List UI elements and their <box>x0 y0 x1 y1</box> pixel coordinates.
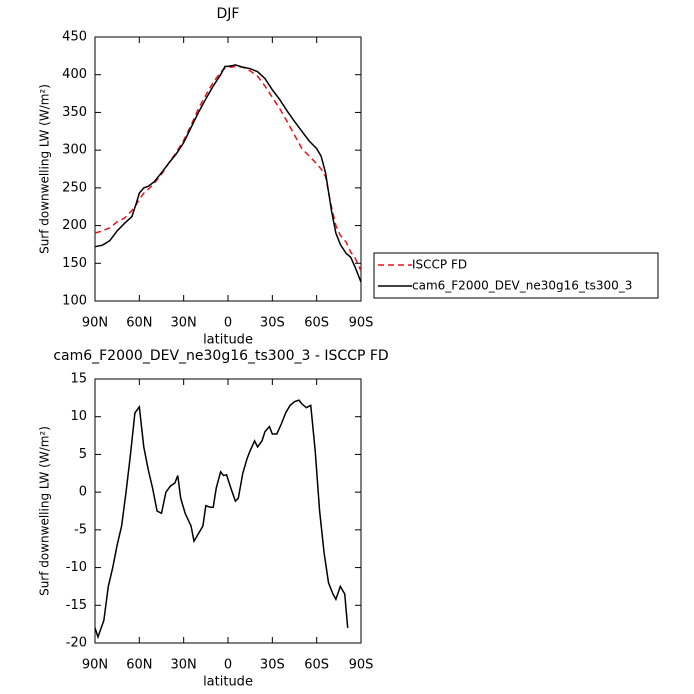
plot-frame <box>94 378 362 644</box>
y-tick-label: 350 <box>62 105 87 120</box>
x-tick-label: 30N <box>171 658 197 673</box>
y-tick-label: -10 <box>66 560 87 575</box>
x-tick-label: 60N <box>126 658 152 673</box>
y-tick-label: 300 <box>62 143 87 158</box>
y-tick-label: 450 <box>62 30 87 45</box>
x-tick-label: 30S <box>260 658 285 673</box>
y-tick-label: 200 <box>62 218 87 233</box>
chart-title: DJF <box>217 6 240 22</box>
x-tick-label: 60N <box>126 316 152 331</box>
y-tick-label: 15 <box>70 372 87 387</box>
y-tick-label: 250 <box>62 180 87 195</box>
y-tick-label: 100 <box>62 294 87 309</box>
x-tick-label: 0 <box>224 316 232 331</box>
y-axis-label: Surf downwelling LW (W/m²) <box>38 84 52 254</box>
x-tick-label: 60S <box>304 316 329 331</box>
x-tick-label: 60S <box>304 658 329 673</box>
data-line <box>94 64 362 283</box>
y-tick-label: 400 <box>62 67 87 82</box>
legend-box <box>373 252 659 299</box>
data-line <box>94 399 349 640</box>
legend-label: ISCCP FD <box>412 258 467 272</box>
x-tick-label: 90S <box>349 316 374 331</box>
x-tick-label: 30S <box>260 316 285 331</box>
data-line <box>94 65 362 272</box>
x-tick-label: 30N <box>171 316 197 331</box>
y-tick-label: 5 <box>79 447 87 462</box>
y-tick-label: 10 <box>70 409 87 424</box>
x-axis-label: latitude <box>203 675 253 690</box>
y-tick-label: -20 <box>66 636 87 651</box>
x-axis-label: latitude <box>203 333 253 348</box>
chart-title: cam6_F2000_DEV_ne30g16_ts300_3 - ISCCP F… <box>53 348 388 364</box>
y-tick-label: -15 <box>66 598 87 613</box>
legend-label: cam6_F2000_DEV_ne30g16_ts300_3 <box>412 279 632 293</box>
plot-frame <box>94 36 362 302</box>
y-tick-label: 150 <box>62 256 87 271</box>
x-tick-label: 0 <box>224 658 232 673</box>
x-tick-label: 90S <box>349 658 374 673</box>
y-tick-label: 0 <box>79 485 87 500</box>
y-tick-label: -5 <box>74 522 87 537</box>
y-axis-label: Surf downwelling LW (W/m²) <box>38 426 52 596</box>
x-tick-label: 90N <box>82 316 108 331</box>
x-tick-label: 90N <box>82 658 108 673</box>
